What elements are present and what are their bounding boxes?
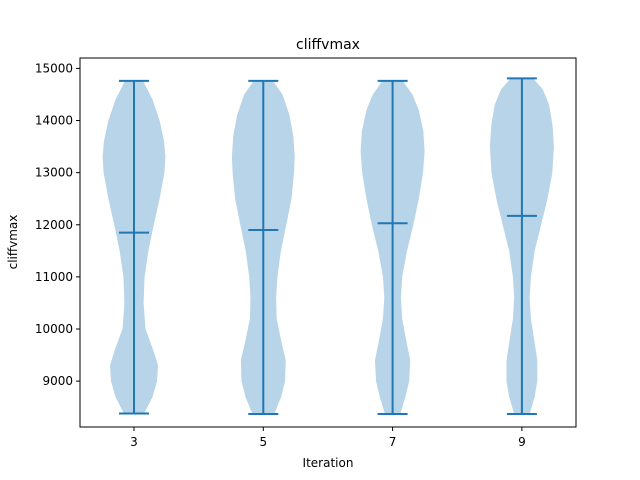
plot-frame [79, 57, 577, 428]
x-axis-label: Iteration [303, 456, 354, 470]
x-tick-label-7: 7 [389, 435, 397, 449]
x-axis: 3 5 7 9 [130, 427, 526, 449]
y-tick-label-11000: 11000 [35, 270, 73, 284]
x-tick-label-9: 9 [518, 435, 526, 449]
x-tick-label-5: 5 [259, 435, 267, 449]
y-tick-label-13000: 13000 [35, 166, 73, 180]
violin-series [102, 77, 554, 415]
y-axis-label: cliffvmax [6, 215, 20, 270]
y-tick-label-15000: 15000 [35, 61, 73, 75]
chart-title: cliffvmax [296, 37, 360, 53]
y-tick-label-9000: 9000 [42, 374, 73, 388]
y-axis: 9000 10000 11000 12000 13000 14000 15000 [35, 61, 80, 388]
y-tick-label-10000: 10000 [35, 322, 73, 336]
x-tick-label-3: 3 [130, 435, 138, 449]
y-tick-label-14000: 14000 [35, 114, 73, 128]
y-tick-label-12000: 12000 [35, 218, 73, 232]
